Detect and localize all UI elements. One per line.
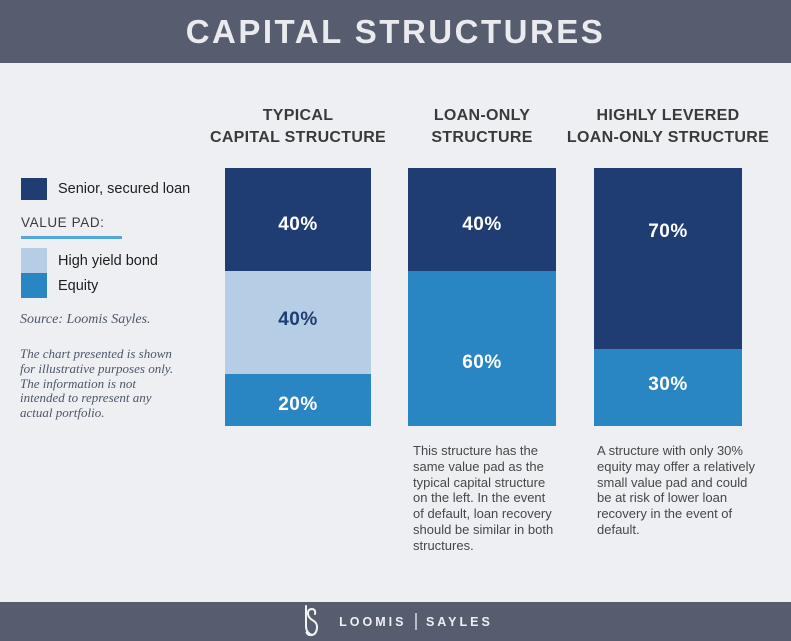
bar-segment-senior-secured-loan: 40%: [225, 168, 371, 272]
chart-title-loan-only-structure: LOAN-ONLY STRUCTURE: [431, 107, 533, 146]
header-bar: CAPITAL STRUCTURES: [0, 0, 791, 63]
note-highly-levered-loan-only-structure: A structure with only 30% equity may off…: [597, 443, 755, 537]
chart-title-typical-capital-structure: TYPICAL CAPITAL STRUCTURE: [209, 107, 387, 146]
footer-bar: LOOMIS SAYLES: [0, 602, 791, 641]
note-loan-only-structure: This structure has the same value pad as…: [413, 443, 554, 553]
chart-title-highly-levered-loan-only-structure: HIGHLY LEVERED LOAN-ONLY STRUCTURE: [566, 107, 770, 146]
disclaimer-text: The chart presented is shown for illustr…: [20, 346, 174, 421]
legend-swatch-equity: [21, 273, 47, 298]
legend-swatch-senior-secured-loan: [21, 178, 47, 200]
bar-segment-senior-secured-loan: 70%: [594, 168, 742, 349]
segment-value-label: 60%: [462, 351, 502, 373]
bar-segment-equity: 60%: [408, 271, 556, 426]
segment-value-label: 70%: [648, 221, 688, 243]
stacked-bar-typical-capital-structure: 40% 40% 20%: [225, 168, 371, 426]
bar-segment-equity: 30%: [594, 348, 742, 426]
legend-label: Equity: [58, 277, 99, 294]
segment-value-label: 30%: [648, 374, 688, 396]
footer-brand: LOOMIS SAYLES: [339, 613, 493, 630]
source-note: Source: Loomis Sayles.: [20, 312, 151, 327]
legend-item-equity: Equity: [21, 273, 98, 298]
brand-right: SAYLES: [425, 614, 493, 629]
brand-left: LOOMIS: [339, 614, 407, 629]
brand-divider: [415, 613, 417, 630]
stacked-bar-highly-levered-loan-only-structure: 70% 30%: [594, 168, 742, 426]
value-pad-heading: VALUE PAD:: [21, 215, 105, 230]
loomis-sayles-logo-icon: [298, 605, 323, 638]
segment-value-label: 40%: [462, 213, 502, 235]
legend-item-high-yield-bond: High yield bond: [21, 248, 158, 273]
value-pad-underline: [21, 236, 122, 239]
legend-label: Senior, secured loan: [58, 181, 191, 197]
bar-segment-senior-secured-loan: 40%: [408, 168, 556, 272]
legend-swatch-high-yield-bond: [21, 248, 47, 273]
legend-label: High yield bond: [58, 252, 158, 269]
legend-item-senior-secured-loan: Senior, secured loan: [21, 178, 190, 200]
segment-value-label: 40%: [278, 308, 318, 330]
segment-value-label: 40%: [278, 213, 318, 235]
bar-segment-high-yield-bond: 40%: [225, 271, 371, 375]
page-title: CAPITAL STRUCTURES: [185, 12, 606, 50]
stacked-bar-loan-only-structure: 40% 60%: [408, 168, 556, 426]
bar-segment-equity: 20%: [225, 374, 371, 426]
segment-value-label: 20%: [278, 394, 318, 416]
